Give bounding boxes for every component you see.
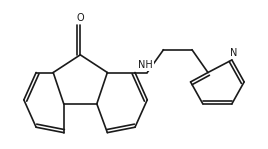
Text: NH: NH xyxy=(139,60,153,70)
Text: O: O xyxy=(76,14,84,24)
Text: N: N xyxy=(230,48,238,58)
